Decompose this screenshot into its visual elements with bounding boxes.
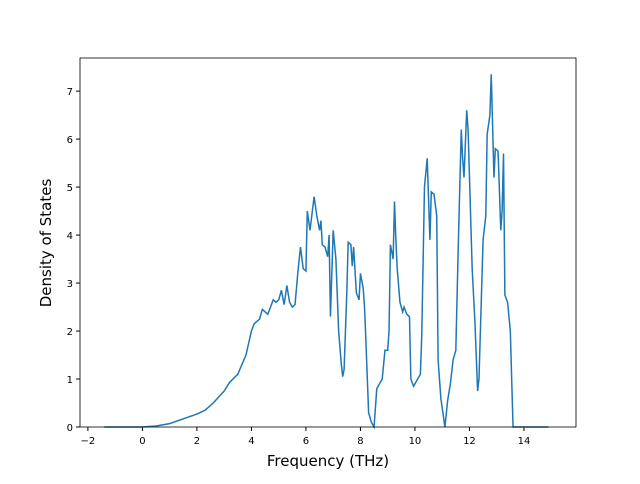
y-tick-label: 7 (67, 87, 73, 98)
x-tick-label: −2 (81, 436, 96, 447)
x-tick-label: 6 (303, 436, 309, 447)
y-tick-label: 3 (67, 279, 73, 290)
y-tick-label: 1 (67, 375, 73, 386)
y-tick-label: 2 (67, 327, 73, 338)
data-line (104, 74, 549, 430)
y-axis-label: Density of States (37, 179, 55, 308)
y-tick-label: 6 (67, 135, 73, 146)
x-tick-label: 14 (518, 436, 531, 447)
x-tick-label: 8 (357, 436, 363, 447)
x-tick-label: 12 (463, 436, 476, 447)
x-tick-label: 10 (409, 436, 422, 447)
y-tick-label: 4 (67, 231, 73, 242)
y-tick-label: 0 (67, 423, 73, 434)
x-axis-label: Frequency (THz) (267, 452, 389, 470)
x-tick-label: 0 (139, 436, 145, 447)
x-tick-label: 2 (194, 436, 200, 447)
plot-frame (79, 57, 577, 428)
y-tick-label: 5 (67, 183, 73, 194)
x-tick-label: 4 (248, 436, 254, 447)
